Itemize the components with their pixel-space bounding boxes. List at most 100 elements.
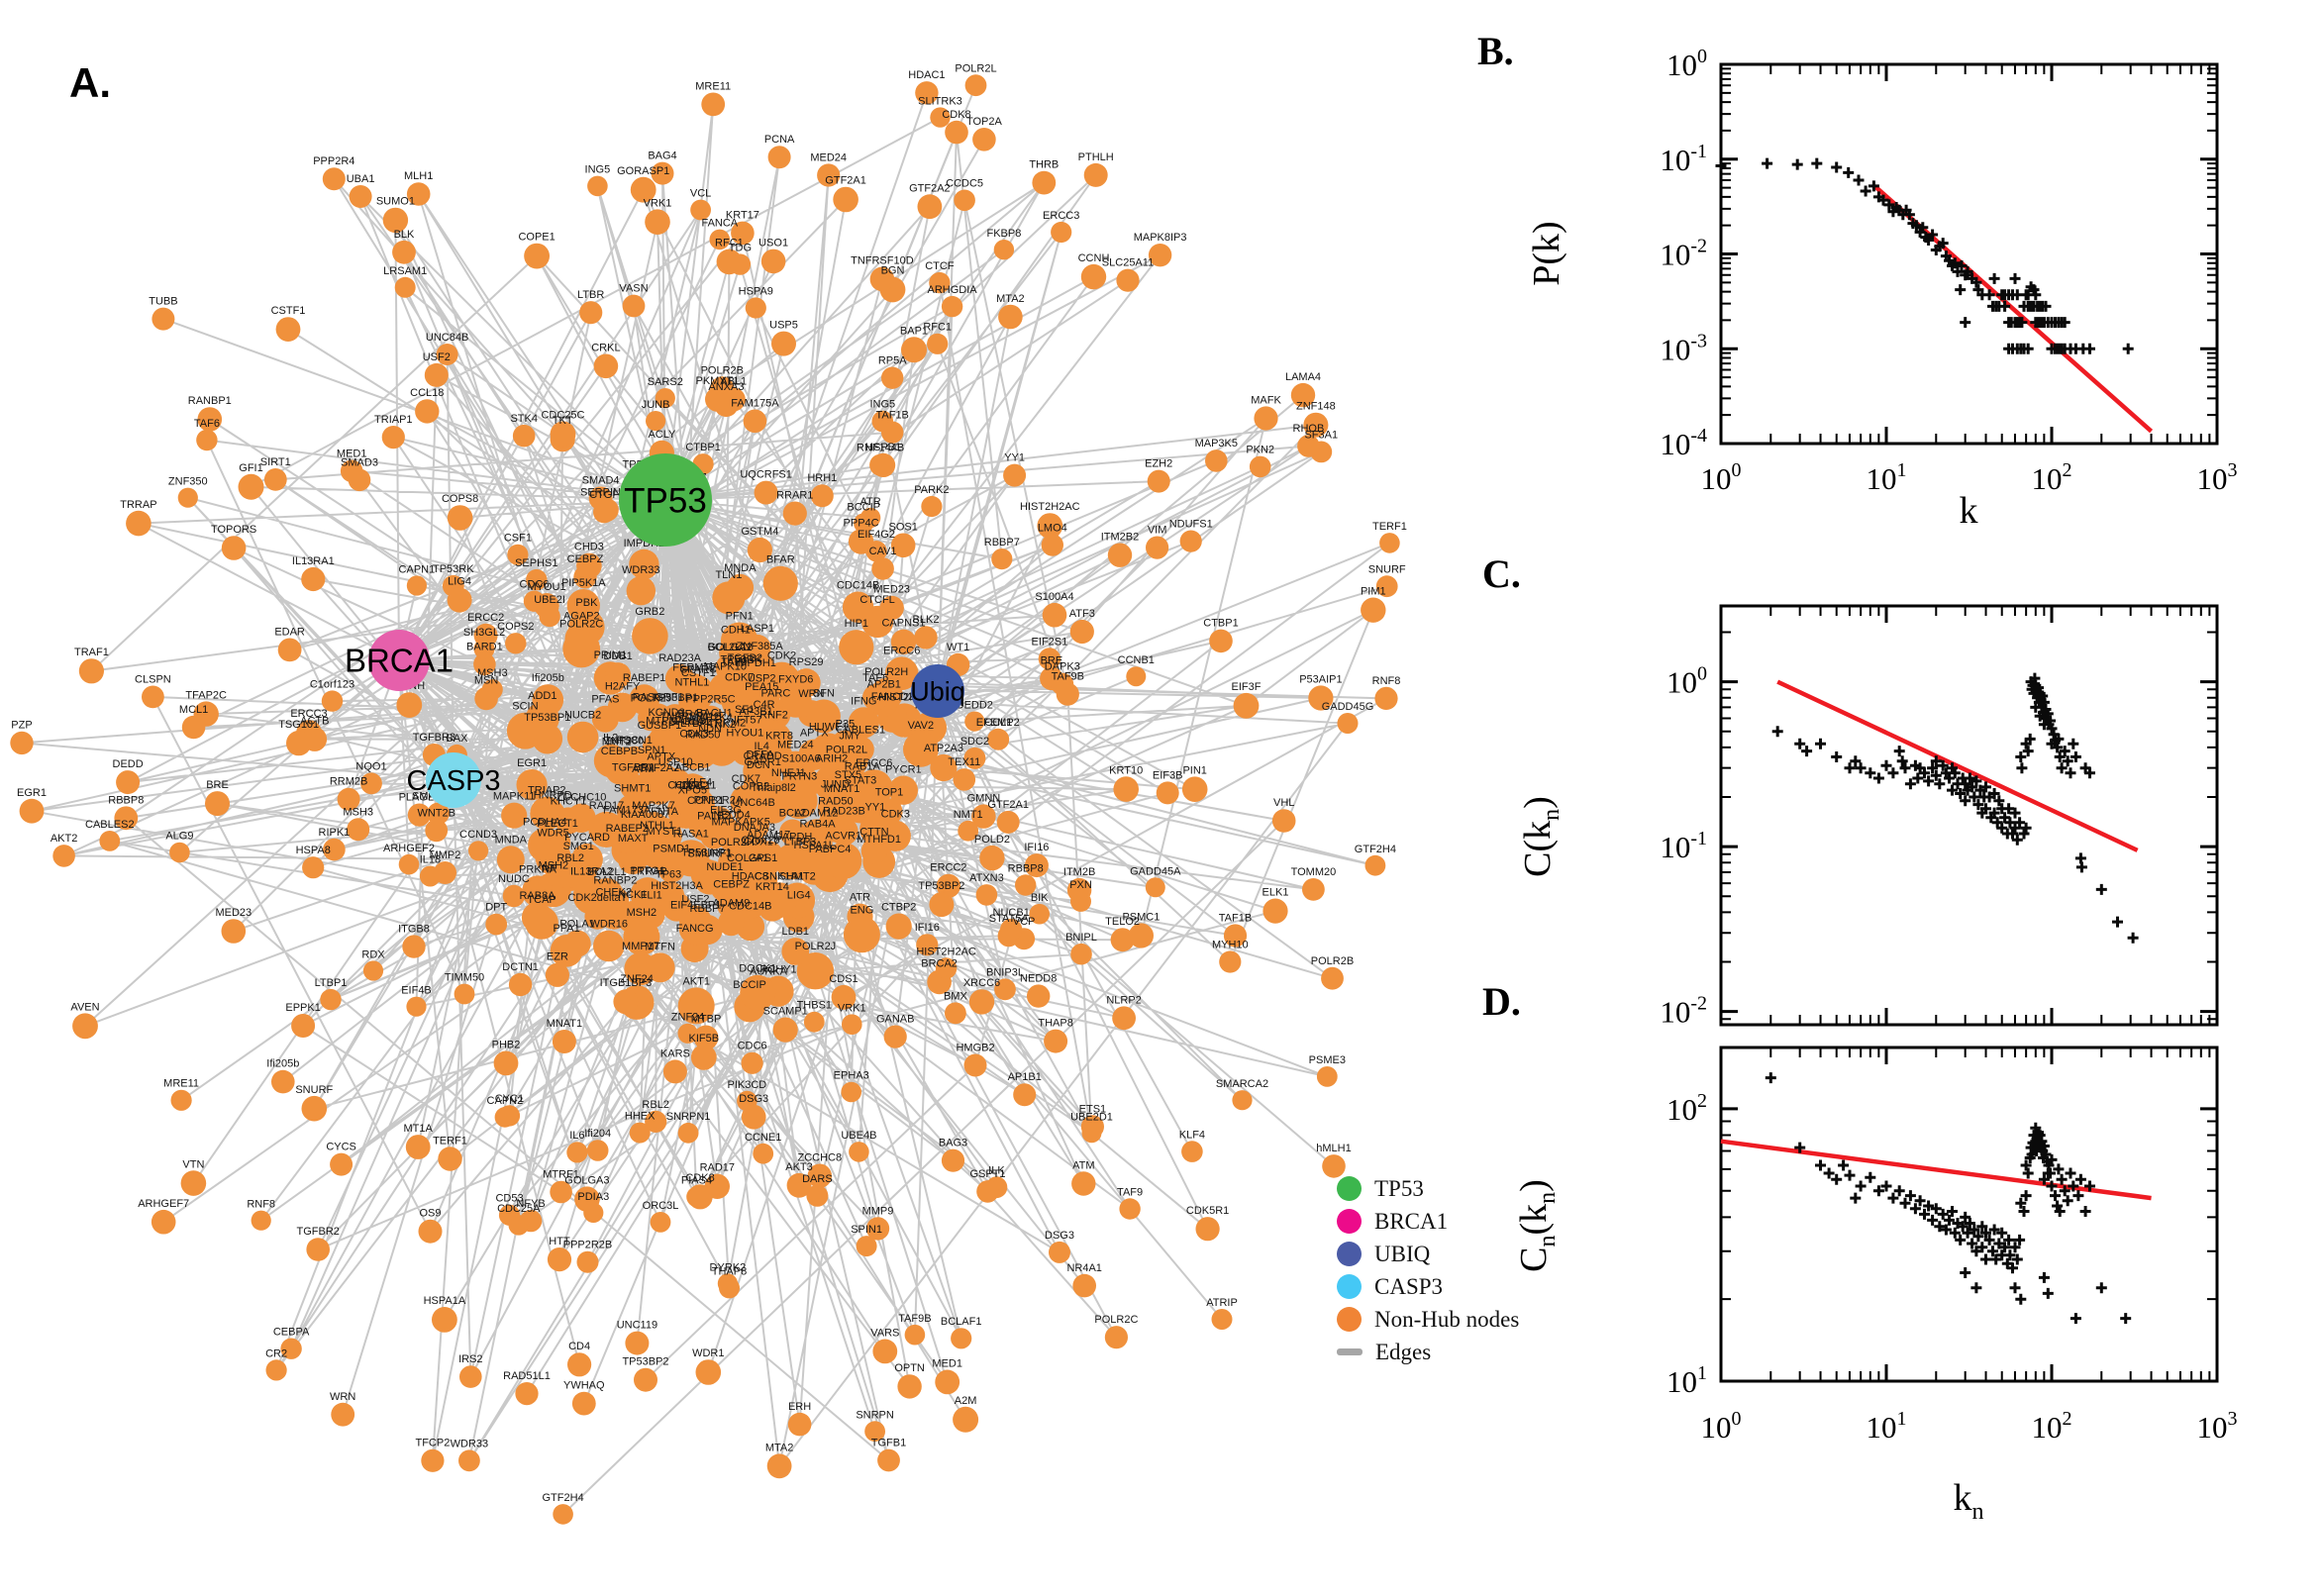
legend-edge-swatch <box>1337 1348 1363 1355</box>
network-node-label: POLR2L <box>826 745 867 756</box>
network-node <box>595 498 619 522</box>
network-node <box>473 623 498 648</box>
network-node-label: ILK <box>988 1164 1005 1176</box>
network-node-label: USF2 <box>423 351 451 363</box>
network-node-label: CCND3 <box>459 829 497 841</box>
network-node <box>998 304 1023 330</box>
network-node-label: ZCCHC10 <box>556 792 607 804</box>
network-node-label: ZCCHC8 <box>797 1152 842 1164</box>
network-node-label: GMNN <box>967 792 1001 804</box>
network-node <box>646 411 666 432</box>
network-node <box>1148 244 1172 267</box>
network-node-label: ING5 <box>869 399 895 411</box>
network-node-label: LRSAM1 <box>383 265 427 277</box>
network-node-label: ATM <box>632 763 654 775</box>
network-node-label: POLR2H <box>864 666 908 678</box>
network-node <box>695 1359 722 1385</box>
network-node <box>740 974 776 1011</box>
major-ticks <box>1719 1047 2219 1383</box>
network-node <box>953 1406 979 1433</box>
legend-item: CASP3 <box>1337 1270 1519 1303</box>
network-node-label: MAP2K4 <box>689 712 732 724</box>
network-node-label: BRAP <box>677 708 707 720</box>
network-node-label: RFC1 <box>715 238 744 249</box>
network-node-label: CCNB1 <box>687 795 724 807</box>
network-node <box>421 1448 445 1472</box>
network-node <box>271 1069 295 1094</box>
network-node <box>1069 619 1094 645</box>
network-node <box>626 576 656 606</box>
network-node-label: H2AFY <box>605 681 641 693</box>
network-node <box>458 1449 480 1472</box>
network-node-label: POLA1 <box>675 716 710 728</box>
network-node-label: POLR2L <box>955 62 996 74</box>
network-node-label: MTA2 <box>765 1442 794 1453</box>
network-node <box>545 962 570 987</box>
network-node-label: PSMD1 <box>653 844 690 855</box>
network-node-label: SMG1 <box>563 841 594 852</box>
network-node-label: BGN <box>881 265 905 277</box>
network-node <box>320 988 342 1011</box>
scatter-points <box>1715 157 2134 354</box>
hub-label-casp3: CASP3 <box>406 765 500 797</box>
network-node <box>508 972 533 997</box>
network-node-label: BCL2 <box>779 808 807 820</box>
network-node-label: RANBP1 <box>188 395 232 407</box>
network-node-label: SMURF1 <box>687 848 732 860</box>
network-node <box>625 1331 650 1355</box>
network-node <box>275 317 301 342</box>
hub-label-tp53: TP53 <box>624 481 707 520</box>
network-node-label: TOP1 <box>875 786 904 798</box>
network-node-label: IFNG <box>851 695 876 707</box>
tick-label: 102 <box>1666 1090 1707 1127</box>
network-node-label: MAPK11 <box>493 791 536 803</box>
network-node-label: THAP8 <box>1038 1018 1072 1030</box>
network-node <box>704 1173 730 1200</box>
network-node-label: FSCN1 <box>617 735 653 747</box>
tick-label: 100 <box>1666 663 1707 700</box>
network-node-label: LTBR <box>577 289 604 301</box>
network-node-label: LTBP1 <box>315 977 348 989</box>
network-node-label: NTHL1 <box>640 820 674 832</box>
network-node-label: CYCS <box>326 1142 356 1153</box>
tick-label: 100 <box>1701 459 1742 496</box>
network-node-label: FANCA <box>701 218 738 230</box>
network-node-label: BCCIP <box>847 501 880 513</box>
network-node <box>917 194 943 220</box>
network-node <box>180 1170 207 1196</box>
network-node-label: NDN <box>698 723 722 735</box>
network-node-label: THAP8 <box>712 1265 747 1277</box>
network-node-label: PHB2 <box>492 1040 521 1051</box>
network-node-label: C1orf123 <box>310 678 354 690</box>
network-node <box>993 240 1015 260</box>
network-node-label: IL6 <box>569 1130 584 1142</box>
network-node-label: AVEN <box>70 1001 99 1013</box>
network-node-label: TRRAP <box>120 499 156 511</box>
network-node-label: A2M <box>955 1395 977 1407</box>
network-node <box>818 807 854 843</box>
network-node <box>634 1367 657 1392</box>
network-node-label: THBS1 <box>797 1000 832 1012</box>
network-node-label: CDK5R1 <box>1186 1205 1229 1217</box>
legend-item-label: CASP3 <box>1374 1273 1444 1299</box>
network-node <box>1223 924 1248 948</box>
network-node <box>754 480 778 505</box>
legend-item: UBIQ <box>1337 1238 1519 1270</box>
legend-node-swatch <box>1337 1307 1362 1332</box>
network-node-label: MED24 <box>810 151 847 163</box>
network-node-label: CTGF <box>589 489 619 501</box>
network-node <box>99 831 121 851</box>
network-node <box>534 593 559 619</box>
network-node-label: FAM175A <box>731 398 779 410</box>
hub-label-brca1: BRCA1 <box>345 643 454 679</box>
network-node <box>331 1402 355 1427</box>
network-node <box>951 1328 972 1349</box>
network-node <box>1038 648 1061 670</box>
network-node-label: KRT14 <box>756 881 789 893</box>
network-node-label: FAM173A <box>603 804 652 816</box>
network-node <box>1211 1309 1233 1330</box>
network-node-label: NUCB1 <box>993 907 1030 919</box>
network-node <box>571 1391 596 1416</box>
network-node-label: ZNF380 <box>604 736 644 748</box>
